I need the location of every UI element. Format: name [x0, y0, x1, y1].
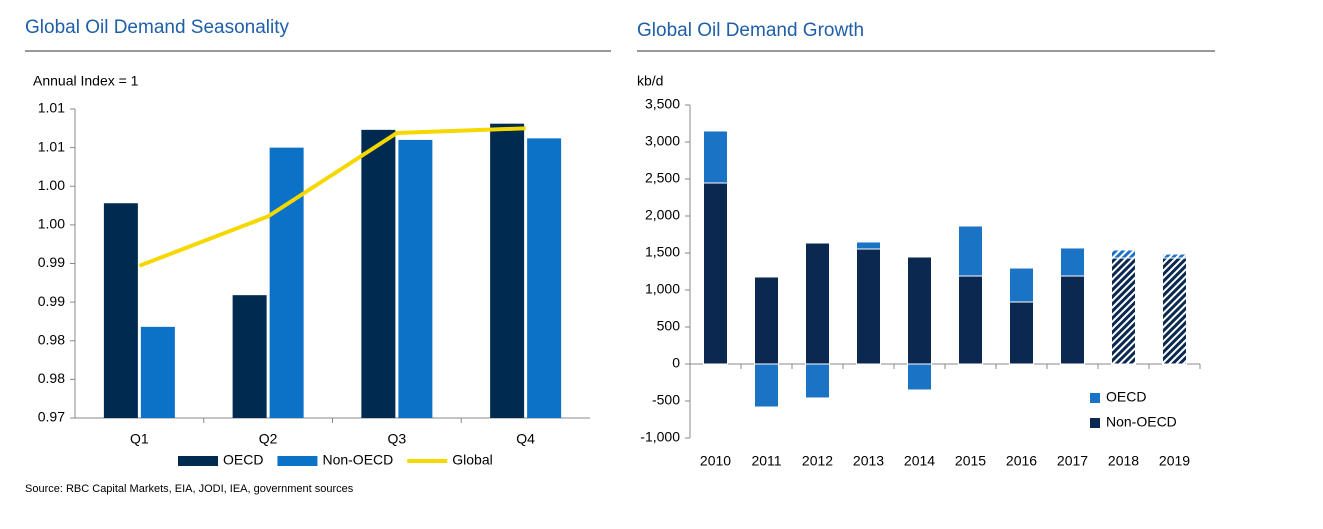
y-tick-label: 1.00: [38, 177, 65, 193]
y-tick-label: -1,000: [640, 429, 680, 445]
legend-swatch: [277, 456, 318, 466]
x-tick-label: 2014: [904, 453, 935, 469]
y-tick-label: 1,000: [645, 281, 680, 297]
x-tick-label: 2013: [853, 453, 884, 469]
bar-segment: [1111, 249, 1136, 259]
y-tick-label: -500: [652, 392, 680, 408]
y-tick-label: 0: [672, 355, 680, 371]
bar-segment: [703, 130, 728, 184]
bar: [269, 147, 304, 418]
bar-segment: [805, 242, 830, 365]
legend-swatch: [178, 456, 218, 466]
bar-segment: [1060, 247, 1085, 277]
bar-segment: [856, 241, 881, 250]
legend-label: Global: [452, 452, 492, 468]
bar-segment: [958, 225, 983, 277]
bar-segment: [1162, 253, 1187, 259]
x-tick-label: Q3: [388, 431, 407, 447]
bar-segment: [907, 363, 932, 391]
bar-segment: [703, 182, 728, 365]
y-tick-label: 500: [657, 318, 681, 334]
bar-segment: [907, 256, 932, 365]
bar-segment: [1162, 257, 1187, 365]
y-tick-label: 0.99: [38, 293, 65, 309]
y-tick-label: 0.99: [38, 254, 65, 270]
x-tick-label: 2017: [1057, 453, 1088, 469]
bar: [490, 123, 525, 419]
y-axis-label: Annual Index = 1: [33, 73, 139, 89]
y-tick-label: 0.98: [38, 331, 65, 347]
bar: [527, 138, 562, 419]
y-tick-label: 2,000: [645, 207, 680, 223]
bar-segment: [958, 275, 983, 365]
x-tick-label: Q1: [130, 431, 149, 447]
legend-swatch: [1090, 393, 1100, 403]
legend-label: OECD: [1106, 389, 1146, 405]
x-tick-label: 2010: [700, 453, 731, 469]
bar: [361, 129, 396, 419]
y-tick-label: 1.00: [38, 216, 65, 232]
chart-title: Global Oil Demand Seasonality: [25, 17, 290, 38]
bar-segment: [754, 276, 779, 365]
y-tick-label: 2,500: [645, 170, 680, 186]
legend-label: Non-OECD: [1106, 414, 1177, 430]
legend-label: OECD: [223, 452, 263, 468]
y-tick-label: 0.98: [38, 370, 65, 386]
x-tick-label: 2011: [751, 453, 781, 469]
y-tick-label: 3,500: [645, 96, 680, 112]
y-axis-label: kb/d: [637, 73, 663, 89]
bar: [103, 203, 138, 418]
bar-segment: [856, 248, 881, 365]
x-tick-label: 2015: [955, 453, 986, 469]
source-note: Source: RBC Capital Markets, EIA, JODI, …: [25, 483, 354, 495]
bar-segment: [805, 363, 830, 399]
x-tick-label: 2019: [1159, 453, 1190, 469]
bar-segment: [1009, 301, 1034, 365]
x-tick-label: 2012: [802, 453, 833, 469]
y-tick-label: 1.01: [38, 100, 65, 116]
x-tick-label: 2016: [1006, 453, 1037, 469]
y-tick-label: 0.97: [38, 409, 65, 425]
legend-swatch: [1090, 418, 1100, 428]
chart-title: Global Oil Demand Growth: [637, 20, 864, 41]
x-tick-label: Q2: [259, 431, 278, 447]
bar-segment: [1009, 267, 1034, 303]
x-tick-label: Q4: [516, 431, 535, 447]
y-tick-label: 3,000: [645, 133, 680, 149]
line-series: [138, 126, 526, 268]
bar-segment: [1111, 257, 1136, 365]
bar-segment: [1060, 275, 1085, 365]
legend-label: Non-OECD: [322, 452, 393, 468]
y-tick-label: 1,500: [645, 244, 680, 260]
bar: [232, 295, 267, 418]
x-tick-label: 2018: [1108, 453, 1139, 469]
bar-segment: [754, 363, 779, 408]
bar: [140, 326, 175, 418]
bar: [398, 139, 433, 418]
y-tick-label: 1.01: [38, 138, 65, 154]
